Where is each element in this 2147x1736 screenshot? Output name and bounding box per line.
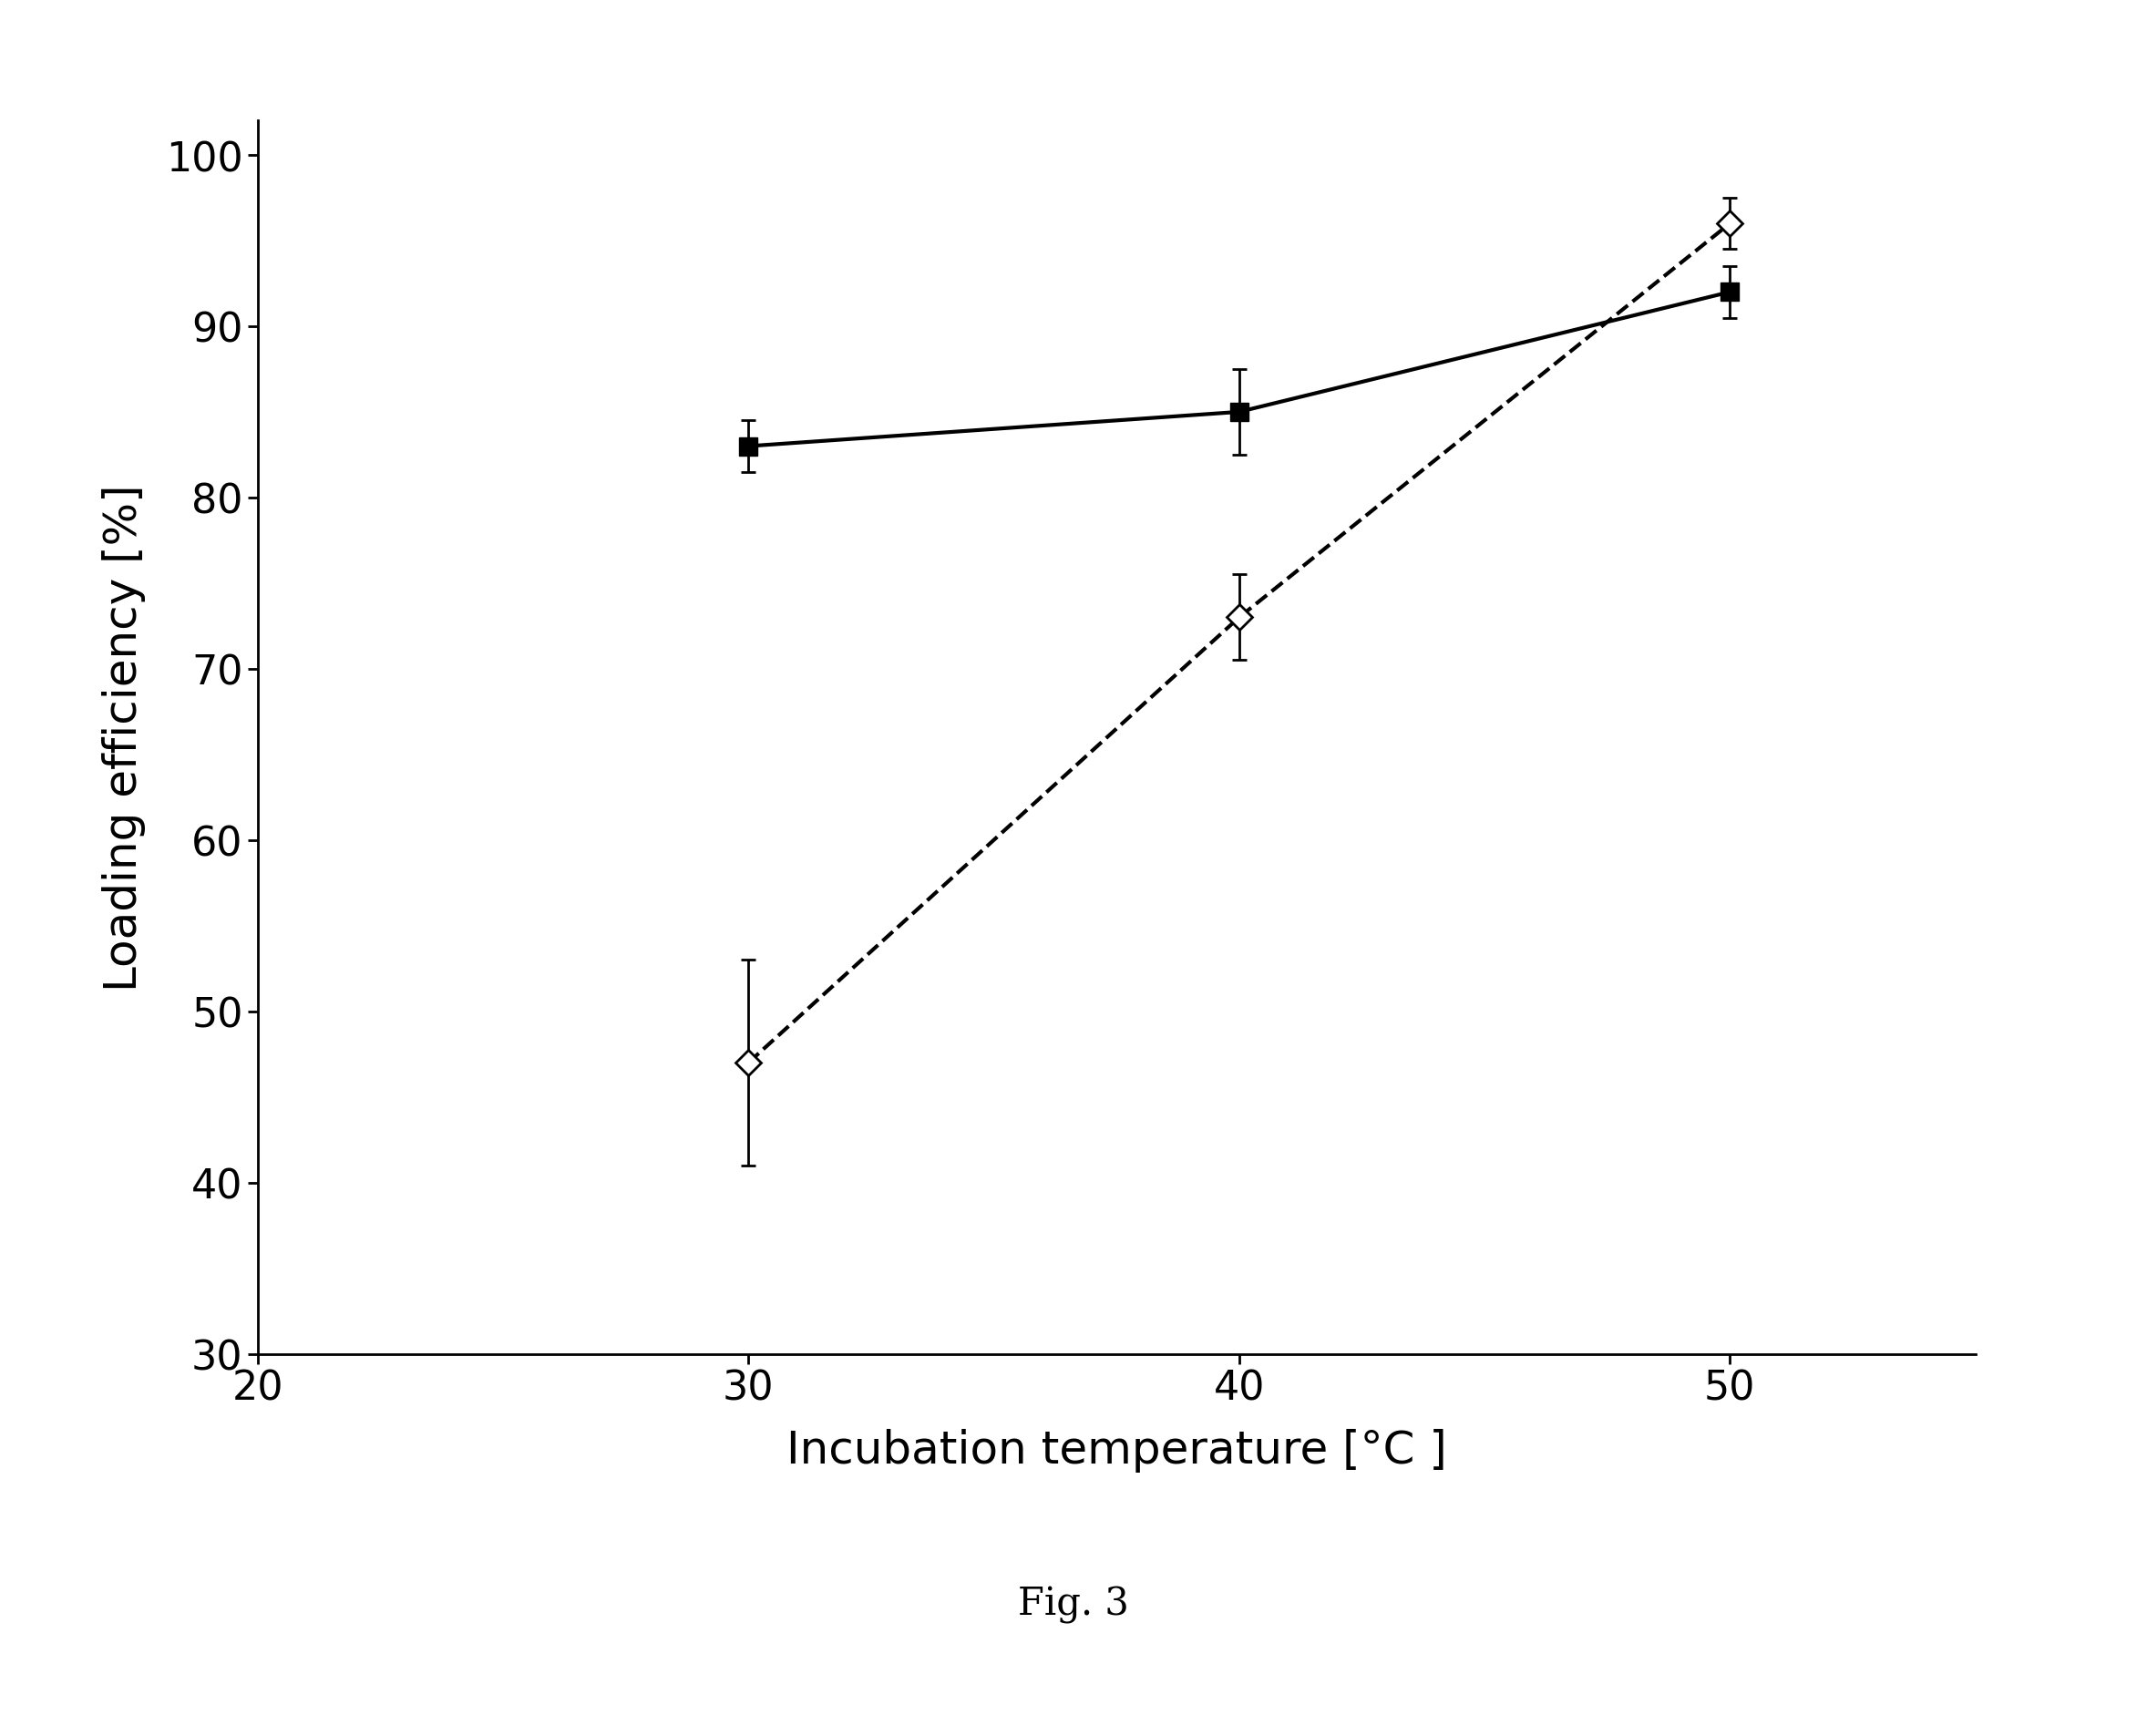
Text: Fig. 3: Fig. 3 (1018, 1585, 1129, 1623)
X-axis label: Incubation temperature [°C ]: Incubation temperature [°C ] (786, 1429, 1447, 1472)
Y-axis label: Loading efficiency [%]: Loading efficiency [%] (101, 484, 146, 991)
